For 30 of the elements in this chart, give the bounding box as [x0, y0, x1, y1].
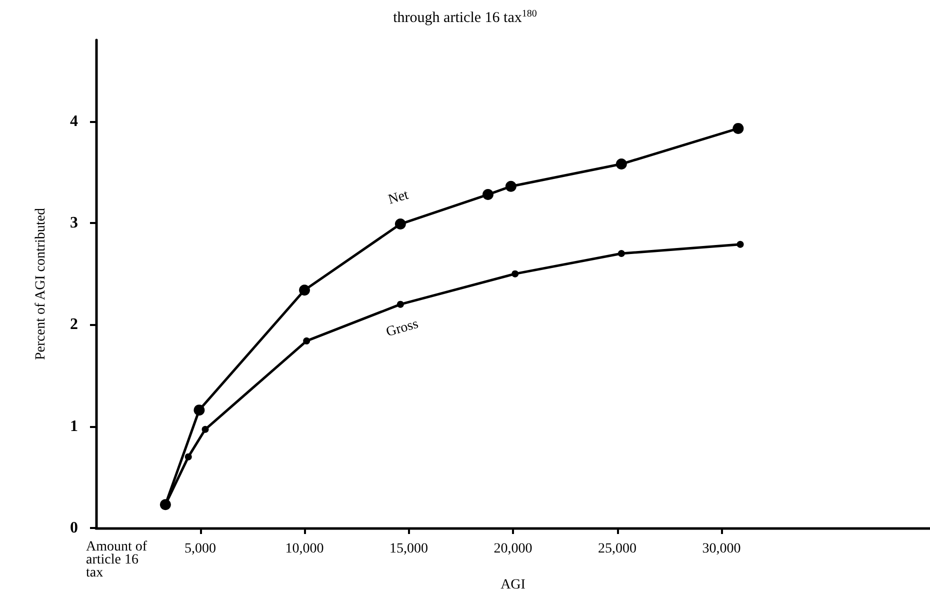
x-tick-label: 20,000	[494, 542, 532, 556]
point	[184, 453, 192, 460]
point	[505, 180, 516, 192]
text: Net	[386, 188, 410, 208]
point	[303, 337, 310, 344]
y-axis-title: Percent of AGI contributed	[34, 208, 48, 360]
point	[194, 404, 205, 416]
x-tick-label: 10,000	[285, 542, 324, 556]
text: Gross	[384, 316, 420, 340]
x-tick-label: 15,000	[390, 542, 428, 556]
y-tick-label: 1	[70, 418, 78, 435]
point	[202, 426, 209, 433]
x-axis-title: AGI	[500, 578, 526, 592]
y-tick-label: 3	[70, 214, 78, 232]
point	[482, 189, 494, 200]
text: Amount of article 16 tax	[86, 540, 148, 580]
point	[512, 270, 519, 278]
point	[396, 300, 404, 308]
point	[299, 284, 310, 296]
point	[394, 218, 406, 230]
point	[736, 240, 744, 248]
y-tick-label: 2	[70, 316, 78, 334]
x-tick-label: 30,000	[702, 542, 741, 556]
y-tick-label: 0	[70, 520, 78, 536]
x-tick-label: 5,000	[184, 542, 216, 556]
point	[732, 122, 744, 134]
point	[616, 158, 627, 170]
y-tick-label: 4	[70, 112, 78, 130]
point	[618, 250, 625, 257]
x-tick-label: 25,000	[598, 542, 636, 556]
